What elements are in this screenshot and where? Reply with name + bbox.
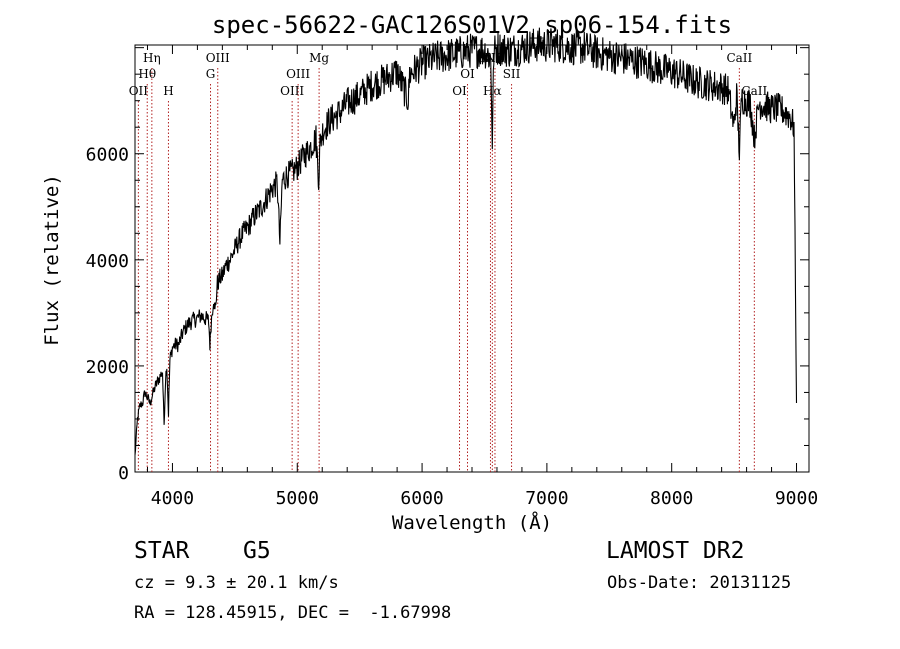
series-layer bbox=[134, 27, 798, 455]
x-tick-label: 5000 bbox=[276, 488, 319, 509]
spectral-line-label: Hθ bbox=[138, 67, 156, 81]
y-tick-label: 4000 bbox=[86, 251, 129, 272]
survey-name: LAMOST DR2 bbox=[606, 538, 745, 564]
flux-series-line bbox=[134, 27, 798, 455]
spectral-line-label: CaII bbox=[726, 51, 752, 65]
plot-frame bbox=[134, 44, 810, 473]
redshift-text: cz = 9.3 ± 20.1 km/s bbox=[134, 573, 339, 593]
x-axis-label: Wavelength (Å) bbox=[392, 511, 552, 534]
spectral-line-label: CaII bbox=[741, 84, 767, 98]
spectral-line-markers: OIIHθHηHGOIIIOIIIOIIIMgOIOIHαNIINIISIICa… bbox=[129, 51, 767, 472]
spectral-line-label: OIII bbox=[280, 84, 304, 98]
spectral-line-label: G bbox=[206, 67, 216, 81]
x-tick-label: 9000 bbox=[775, 488, 818, 509]
spectral-line-label: OIII bbox=[286, 67, 310, 81]
spectral-line-label: H bbox=[163, 84, 173, 98]
y-tick-label: 2000 bbox=[86, 357, 129, 378]
y-axis-label: Flux (relative) bbox=[41, 174, 63, 346]
y-tick-label: 0 bbox=[118, 463, 129, 484]
spectral-line-label: Hη bbox=[143, 51, 161, 65]
coordinates: RA = 128.45915, DEC = -1.67998 bbox=[134, 603, 452, 623]
x-tick-label: 8000 bbox=[650, 488, 693, 509]
chart-title: spec-56622-GAC126S01V2_sp06-154.fits bbox=[212, 11, 732, 39]
y-tick-label: 6000 bbox=[86, 145, 129, 166]
x-tick-label: 6000 bbox=[400, 488, 443, 509]
spectral-line-label: OI bbox=[460, 67, 475, 81]
spectral-line-label: Hα bbox=[483, 84, 502, 98]
spectral-line-label: OIII bbox=[206, 51, 230, 65]
x-tick-label: 4000 bbox=[151, 488, 194, 509]
spectral-line-label: Mg bbox=[309, 51, 329, 65]
plot-border bbox=[134, 44, 810, 473]
object-class: STAR bbox=[134, 538, 190, 564]
spectral-line-label: OI bbox=[452, 84, 467, 98]
axis-ticks: 4000 5000 6000 7000 8000 9000 0 2000 4000 6000 bbox=[86, 45, 818, 509]
spectral-line-label: SII bbox=[503, 67, 521, 81]
object-subclass: G5 bbox=[243, 538, 271, 564]
obs-date: Obs-Date: 20131125 bbox=[607, 573, 792, 593]
x-tick-label: 7000 bbox=[525, 488, 568, 509]
spectral-line-label: OII bbox=[129, 84, 149, 98]
